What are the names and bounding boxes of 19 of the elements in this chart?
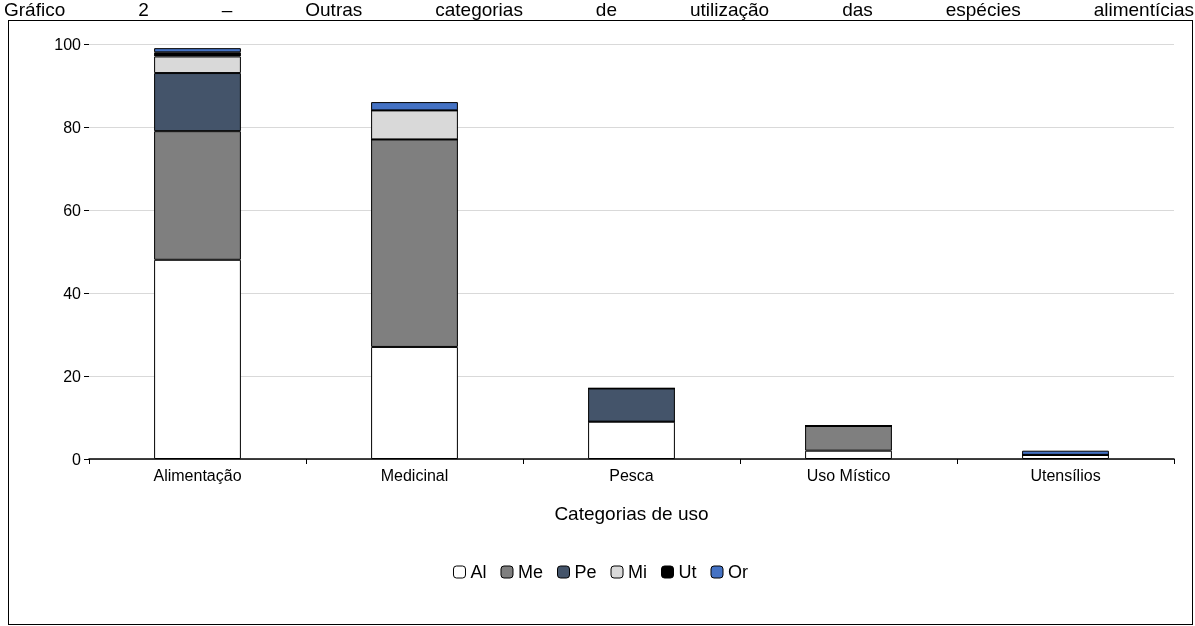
chart-title: Gráfico 2 – Outras categorias de utilização das espécies alimentícias [4,0,1194,20]
y-tick-label: 40 [63,284,82,302]
legend-label: Me [518,562,544,582]
legend-label: Mi [628,562,648,582]
y-tick-label: 100 [54,35,82,53]
y-tick-label: 20 [63,367,82,385]
y-tick-label: 0 [72,450,82,468]
x-tick-label: Pesca [609,466,654,484]
x-tick-label: Utensílios [1030,466,1101,484]
x-axis-title: Categorias de uso [554,503,709,524]
y-tick-label: 60 [63,201,82,219]
legend-label: Al [470,562,487,582]
x-tick-label: Alimentação [153,466,242,484]
legend-label: Pe [574,562,597,582]
x-tick-label: Medicinal [380,466,449,484]
legend-label: Or [728,562,749,582]
legend-label: Ut [678,562,697,582]
y-tick-label: 80 [63,118,82,136]
x-tick-label: Uso Místico [806,466,891,484]
